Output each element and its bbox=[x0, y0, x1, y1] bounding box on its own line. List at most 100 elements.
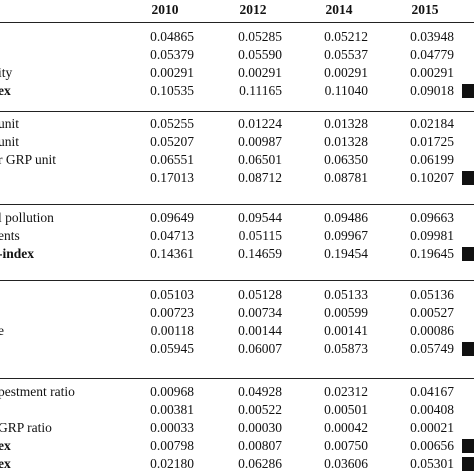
row-label: ex bbox=[0, 83, 11, 99]
table-cell-value: 0.19645 bbox=[410, 246, 454, 262]
table-cell-value: 0.00656 bbox=[410, 438, 454, 454]
table-cell-value: 0.01224 bbox=[238, 116, 282, 131]
table-cell-value: 0.05128 bbox=[238, 287, 282, 302]
table-cell-value: 0.05945 bbox=[150, 341, 194, 357]
truncated-cell-glyph bbox=[462, 247, 474, 262]
table-cell-value: 0.06199 bbox=[410, 152, 454, 168]
table-cell-value: 0.11040 bbox=[324, 83, 368, 99]
table-cell-value: 0.04928 bbox=[238, 384, 282, 399]
table-cell-value: 0.00291 bbox=[238, 65, 282, 81]
column-header-year: 2010 bbox=[151, 2, 179, 17]
table-cell-value: 0.05285 bbox=[238, 29, 282, 44]
table-cell-value: 0.06007 bbox=[238, 341, 282, 357]
table-cell-value: 0.00408 bbox=[410, 402, 454, 418]
table-cell-value: 0.01328 bbox=[324, 134, 368, 150]
table-cell-value: 0.09649 bbox=[150, 210, 194, 225]
table-cell-value: 0.05537 bbox=[324, 47, 368, 63]
table-cell-value: 0.09486 bbox=[324, 210, 368, 225]
table-cell-value: 0.04779 bbox=[410, 47, 454, 63]
table-cell-value: 0.00086 bbox=[410, 323, 454, 339]
table-cell-value: 0.06501 bbox=[238, 152, 282, 168]
table-cell-value: 0.00522 bbox=[238, 402, 282, 418]
table-cell-value: 0.05136 bbox=[410, 287, 454, 302]
table-rule bbox=[0, 204, 474, 205]
table-cell-value: 0.00734 bbox=[238, 305, 282, 321]
row-label: -index bbox=[0, 246, 35, 262]
table-cell-value: 0.00042 bbox=[324, 420, 368, 436]
table-cell-value: 0.00987 bbox=[238, 134, 282, 150]
table-cell-value: 0.09967 bbox=[324, 228, 368, 244]
table-cell-value: 0.02184 bbox=[410, 116, 454, 131]
table-cell-value: 0.05873 bbox=[324, 341, 368, 357]
table-cell-value: 0.05115 bbox=[238, 228, 282, 244]
table-cell-value: 0.09981 bbox=[410, 228, 454, 244]
table-cell-value: 0.03606 bbox=[324, 456, 368, 472]
row-label: GRP ratio bbox=[0, 420, 52, 436]
table-cell-value: 0.00527 bbox=[410, 305, 454, 321]
table-rule bbox=[0, 111, 474, 112]
row-label: ex bbox=[0, 438, 11, 454]
table-cell-value: 0.10207 bbox=[410, 170, 454, 186]
table-cell-value: 0.00141 bbox=[324, 323, 368, 339]
table-cell-value: 0.05301 bbox=[410, 456, 454, 472]
table-cell-value: 0.10535 bbox=[150, 83, 194, 99]
table-cell-value: 0.04167 bbox=[410, 384, 454, 399]
table-cell-value: 0.02180 bbox=[150, 456, 194, 472]
row-label: pestment ratio bbox=[0, 384, 75, 399]
row-label: e bbox=[0, 323, 4, 339]
truncated-cell-glyph bbox=[462, 457, 474, 472]
table-cell-value: 0.00750 bbox=[324, 438, 368, 454]
table-cell-value: 0.00291 bbox=[324, 65, 368, 81]
table-cell-value: 0.05207 bbox=[150, 134, 194, 150]
table-cell-value: 0.08781 bbox=[324, 170, 368, 186]
table-cell-value: 0.04865 bbox=[150, 29, 194, 44]
table-cell-value: 0.04713 bbox=[150, 228, 194, 244]
table-cell-value: 0.06286 bbox=[238, 456, 282, 472]
column-header-year: 2014 bbox=[325, 2, 353, 17]
truncated-cell-glyph bbox=[462, 171, 474, 186]
row-label: ex bbox=[0, 456, 11, 472]
table-cell-value: 0.05255 bbox=[150, 116, 194, 131]
table-cell-value: 0.17013 bbox=[150, 170, 194, 186]
table-cell-value: 0.19454 bbox=[324, 246, 368, 262]
table-cell-value: 0.14659 bbox=[238, 246, 282, 262]
truncated-cell-glyph bbox=[462, 84, 474, 99]
truncated-cell-glyph bbox=[462, 439, 474, 454]
table-cell-value: 0.09018 bbox=[410, 83, 454, 99]
table-cell-value: 0.11165 bbox=[239, 83, 282, 99]
table-cell-value: 0.00798 bbox=[150, 438, 194, 454]
table-cell-value: 0.00807 bbox=[238, 438, 282, 454]
table-cell-value: 0.03948 bbox=[410, 29, 454, 44]
table-cell-value: 0.01725 bbox=[410, 134, 454, 150]
table-cell-value: 0.00118 bbox=[150, 323, 194, 339]
table-cell-value: 0.14361 bbox=[150, 246, 194, 262]
table-cell-value: 0.00968 bbox=[150, 384, 194, 399]
column-header-year: 2012 bbox=[239, 2, 267, 17]
row-label: unit bbox=[0, 116, 20, 131]
table-cell-value: 0.00021 bbox=[410, 420, 454, 436]
table-cell-value: 0.00144 bbox=[238, 323, 282, 339]
table-cell-value: 0.05590 bbox=[238, 47, 282, 63]
table-rule bbox=[0, 378, 474, 379]
row-label: r GRP unit bbox=[0, 152, 57, 168]
table-cell-value: 0.00599 bbox=[324, 305, 368, 321]
table-cell-value: 0.08712 bbox=[238, 170, 282, 186]
table-cell-value: 0.05133 bbox=[324, 287, 368, 302]
table-rule bbox=[0, 280, 474, 281]
table-cell-value: 0.00723 bbox=[150, 305, 194, 321]
table-cell-value: 0.00381 bbox=[150, 402, 194, 418]
table-cell-value: 0.09544 bbox=[238, 210, 282, 225]
table-cell-value: 0.06551 bbox=[150, 152, 194, 168]
table-cell-value: 0.06350 bbox=[324, 152, 368, 168]
table-cell-value: 0.09663 bbox=[410, 210, 454, 225]
table-cell-value: 0.05103 bbox=[150, 287, 194, 302]
table-rule bbox=[0, 22, 474, 23]
row-label: ity bbox=[0, 65, 13, 81]
row-label: unit bbox=[0, 134, 20, 150]
table-cell-value: 0.00030 bbox=[238, 420, 282, 436]
row-label: ents bbox=[0, 228, 20, 244]
table-cell-value: 0.05379 bbox=[150, 47, 194, 63]
table-cell-value: 0.05212 bbox=[324, 29, 368, 44]
table-cell-value: 0.00501 bbox=[324, 402, 368, 418]
